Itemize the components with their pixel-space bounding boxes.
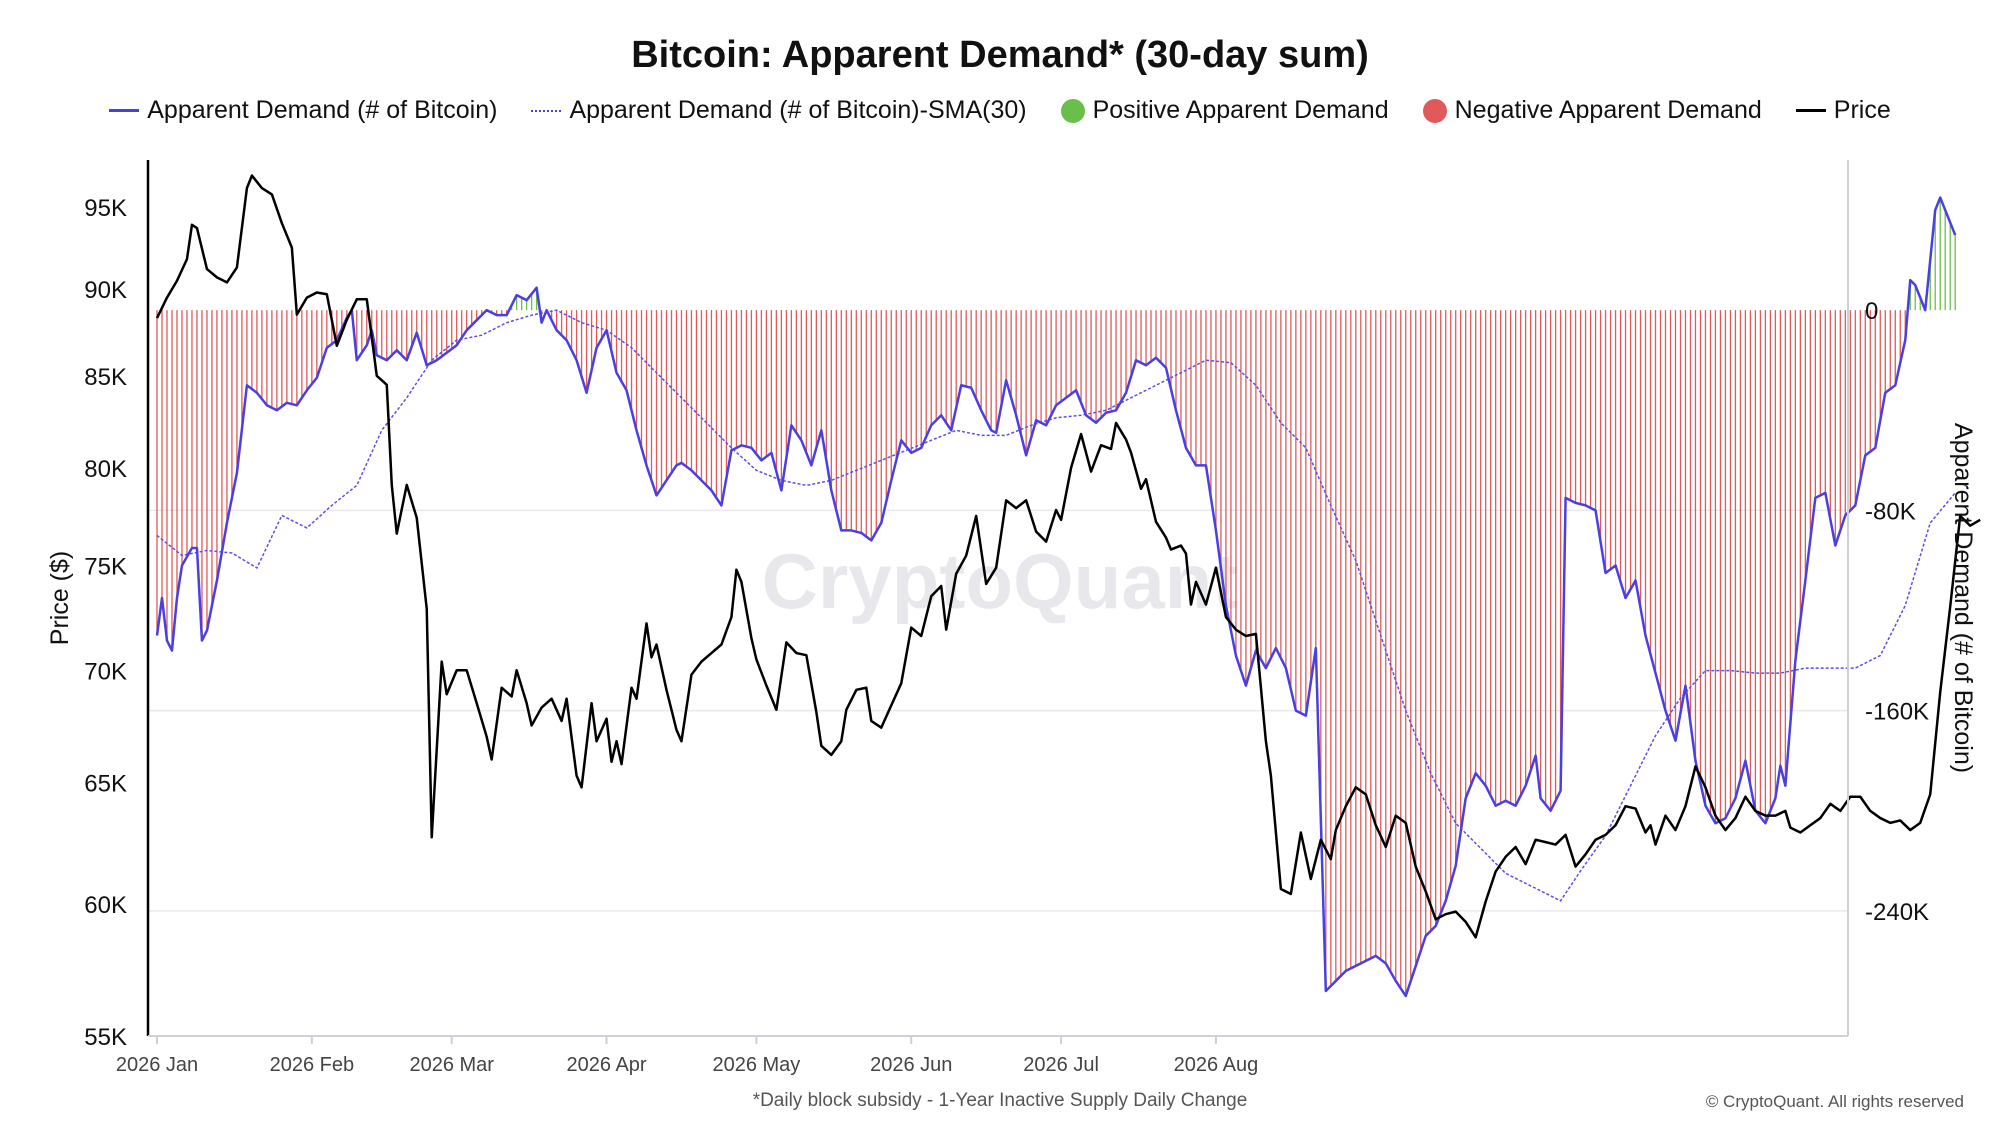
x-tick-label: 2026 Jun <box>870 1054 952 1076</box>
left-tick-label: 80K <box>84 456 127 483</box>
legend-item-positive[interactable]: Positive Apparent Demand <box>1060 96 1389 125</box>
left-tick-label: 70K <box>84 658 127 685</box>
left-tick-label: 65K <box>84 771 127 798</box>
x-tick-label: 2026 Jul <box>1023 1054 1099 1076</box>
apparent-demand-line <box>155 196 1957 998</box>
right-tick-label: -240K <box>1865 899 1929 926</box>
legend-label: Negative Apparent Demand <box>1454 96 1762 124</box>
legend-item-apparent-demand[interactable]: Apparent Demand (# of Bitcoin) <box>109 96 497 125</box>
watermark: CryptoQuant <box>762 537 1239 625</box>
left-tick-label: 90K <box>84 277 127 304</box>
left-tick-label: 85K <box>84 364 127 391</box>
right-tick-label: -160K <box>1865 699 1929 726</box>
legend-label: Apparent Demand (# of Bitcoin) <box>147 96 498 124</box>
chart-title: Bitcoin: Apparent Demand* (30-day sum) <box>631 34 1369 76</box>
left-tick-label: 95K <box>84 195 127 222</box>
legend-label: Apparent Demand (# of Bitcoin)-SMA(30) <box>569 96 1027 124</box>
right-tick-label: -80K <box>1865 498 1916 525</box>
legend-item-negative[interactable]: Negative Apparent Demand <box>1422 96 1762 125</box>
copyright: © CryptoQuant. All rights reserved <box>1705 1092 1964 1111</box>
left-axis-title: Price ($) <box>46 551 74 645</box>
right-tick-label: 0 <box>1865 298 1878 325</box>
x-tick-label: 2026 May <box>712 1054 800 1076</box>
x-tick-label: 2026 Jan <box>116 1054 198 1076</box>
legend-item-price[interactable]: Price <box>1795 96 1891 125</box>
right-axis-title: Apparent Demand (# of Bitcoin) <box>1949 423 1977 773</box>
x-tick-label: 2026 Apr <box>567 1054 647 1076</box>
dotted-line-swatch-icon <box>531 109 562 112</box>
x-tick-label: 2026 Feb <box>270 1054 355 1076</box>
green-dot-icon <box>1060 98 1085 123</box>
legend: Apparent Demand (# of Bitcoin) Apparent … <box>0 96 2000 125</box>
left-tick-label: 55K <box>84 1024 127 1051</box>
footnote: *Daily block subsidy - 1-Year Inactive S… <box>752 1090 1248 1111</box>
x-tick-label: 2026 Aug <box>1174 1054 1259 1076</box>
legend-label: Price <box>1833 96 1891 124</box>
left-tick-label: 75K <box>84 554 127 581</box>
x-tick-label: 2026 Mar <box>409 1054 494 1076</box>
red-dot-icon <box>1422 98 1447 123</box>
legend-label: Positive Apparent Demand <box>1092 96 1389 124</box>
black-line-swatch-icon <box>1795 109 1826 112</box>
legend-item-sma[interactable]: Apparent Demand (# of Bitcoin)-SMA(30) <box>531 96 1027 125</box>
sma-line <box>156 309 1956 902</box>
line-swatch-icon <box>109 109 140 112</box>
left-tick-label: 60K <box>84 892 127 919</box>
price-line <box>155 174 1981 939</box>
